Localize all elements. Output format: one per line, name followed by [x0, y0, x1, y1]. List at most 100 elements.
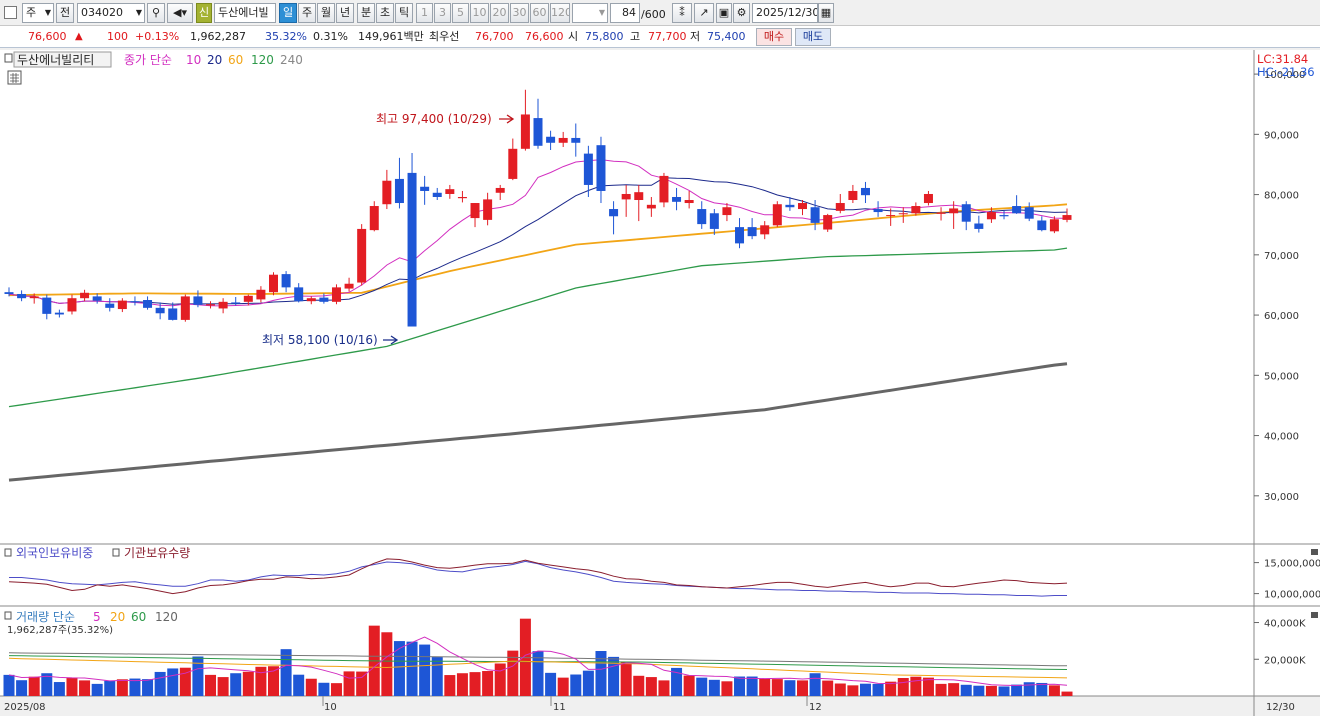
change: 100 [107, 30, 128, 43]
volume-bar [41, 673, 53, 696]
volume-bar [582, 670, 594, 696]
candle-body [760, 225, 770, 235]
volume-bar [230, 673, 242, 696]
period-tick[interactable]: 틱 [395, 3, 413, 23]
candle-body [92, 296, 102, 301]
sell-button[interactable]: 매도 [795, 28, 831, 46]
candle-body [1012, 206, 1022, 214]
minute-1[interactable]: 1 [416, 3, 433, 23]
volume-bar [557, 677, 569, 696]
candle-body [143, 300, 153, 308]
count-input[interactable]: 84 [610, 3, 640, 23]
candle-body [105, 303, 115, 308]
market-select[interactable]: 주 ▼ [22, 3, 54, 23]
candle-body [80, 292, 90, 299]
volume-bar [381, 632, 393, 696]
candle-body [798, 203, 807, 210]
candle-body [697, 209, 707, 225]
candle-body [709, 213, 719, 229]
legend-toggle-icon[interactable] [4, 53, 13, 63]
speaker-button[interactable]: ◀▾ [167, 3, 193, 23]
grid-icon-lines [10, 73, 19, 83]
date-input[interactable]: 2025/12/30 [752, 3, 818, 23]
turnover: 0.31% [313, 30, 348, 43]
price-tick-label: 60,000 [1264, 311, 1299, 322]
volume-bar [293, 674, 305, 696]
sub-panel-close-icon[interactable] [1311, 549, 1318, 555]
volume-bar [104, 680, 116, 696]
calendar-button[interactable]: ▦ [818, 3, 834, 23]
code-input[interactable]: 034020 ▼ [77, 3, 145, 23]
search-icon: ⚲ [151, 6, 161, 19]
stock-title-box [13, 51, 112, 68]
volume-bar [406, 641, 418, 696]
save-button[interactable]: ▣ [716, 3, 732, 23]
minute-120[interactable]: 120 [550, 3, 570, 23]
candle-body [180, 296, 190, 320]
period-minute[interactable]: 분 [357, 3, 375, 23]
volume-bar [116, 679, 128, 696]
period-year[interactable]: 년 [336, 3, 354, 23]
candle-body [986, 212, 996, 220]
grid-toggle-icon[interactable] [7, 70, 22, 85]
ma120-line [8, 247, 1068, 408]
volume-bar [129, 678, 141, 696]
settings-button[interactable]: ⚙ [733, 3, 750, 23]
volume-bar [28, 676, 40, 696]
prev-button[interactable]: 전 [56, 3, 74, 23]
volume-bar [797, 680, 808, 696]
vol-toggle-icon[interactable] [4, 611, 12, 620]
volume-bar [834, 683, 846, 696]
date-tick-aug: 2025/08 [4, 702, 46, 713]
minute-3[interactable]: 3 [434, 3, 451, 23]
buy-button[interactable]: 매수 [756, 28, 792, 46]
minute-60[interactable]: 60 [530, 3, 549, 23]
candle-body [4, 292, 14, 294]
minute-20[interactable]: 20 [490, 3, 509, 23]
add-indicator-button[interactable]: ⁑ [672, 3, 692, 23]
candle-body [558, 137, 568, 143]
quote-bar: 76,600 ▲ 100 +0.13% 1,962,287 35.32% 0.3… [0, 26, 1320, 48]
high-price: 77,700 [648, 30, 687, 43]
minute-5[interactable]: 5 [452, 3, 469, 23]
candle-body [218, 301, 228, 309]
candle-body [54, 312, 64, 315]
volume-bar [393, 641, 405, 696]
sin-badge[interactable]: 신 [196, 3, 212, 23]
minute-10[interactable]: 10 [470, 3, 489, 23]
candle-body [382, 180, 392, 205]
price-tick-label: 100,000 [1264, 70, 1305, 81]
volume-bar [343, 671, 355, 696]
vol-panel-close-icon[interactable] [1311, 612, 1318, 618]
period-week[interactable]: 주 [298, 3, 316, 23]
candle-body [672, 196, 682, 202]
volume-bar [1061, 691, 1073, 696]
vol-tick-label: 40,000K [1264, 619, 1306, 630]
window-icon[interactable] [4, 6, 17, 19]
period-day[interactable]: 일 [279, 3, 297, 23]
candle-body [835, 203, 845, 211]
candle-body [17, 293, 27, 299]
period-second[interactable]: 초 [376, 3, 394, 23]
sub-toggle-icon[interactable] [4, 548, 12, 557]
market-select-label: 주 [26, 6, 37, 19]
period-month[interactable]: 월 [317, 3, 335, 23]
chevron-down-icon: ▼ [598, 8, 605, 17]
minute-30[interactable]: 30 [510, 3, 529, 23]
search-button[interactable]: ⚲ [147, 3, 165, 23]
save-icon: ▣ [718, 6, 730, 19]
candle-body [432, 192, 442, 197]
candle-body [281, 274, 291, 288]
stock-chart[interactable]: 100,000 90,000 80,000 70,000 60,000 50,000 40,… [0, 50, 1320, 716]
volume-bar [217, 677, 229, 696]
interval-select[interactable]: ▼ [572, 3, 608, 23]
volume-bar [973, 685, 985, 696]
sub-toggle-icon-2[interactable] [112, 548, 120, 557]
lc-label: LC:31.84 [1257, 52, 1308, 66]
low-label: 저 [690, 30, 701, 43]
candle-body [999, 215, 1009, 217]
draw-button[interactable]: ↗ [694, 3, 714, 23]
candle-body [735, 227, 745, 244]
vol-ma5-line [8, 636, 1068, 687]
date-tick-end: 12/30 [1266, 702, 1295, 713]
